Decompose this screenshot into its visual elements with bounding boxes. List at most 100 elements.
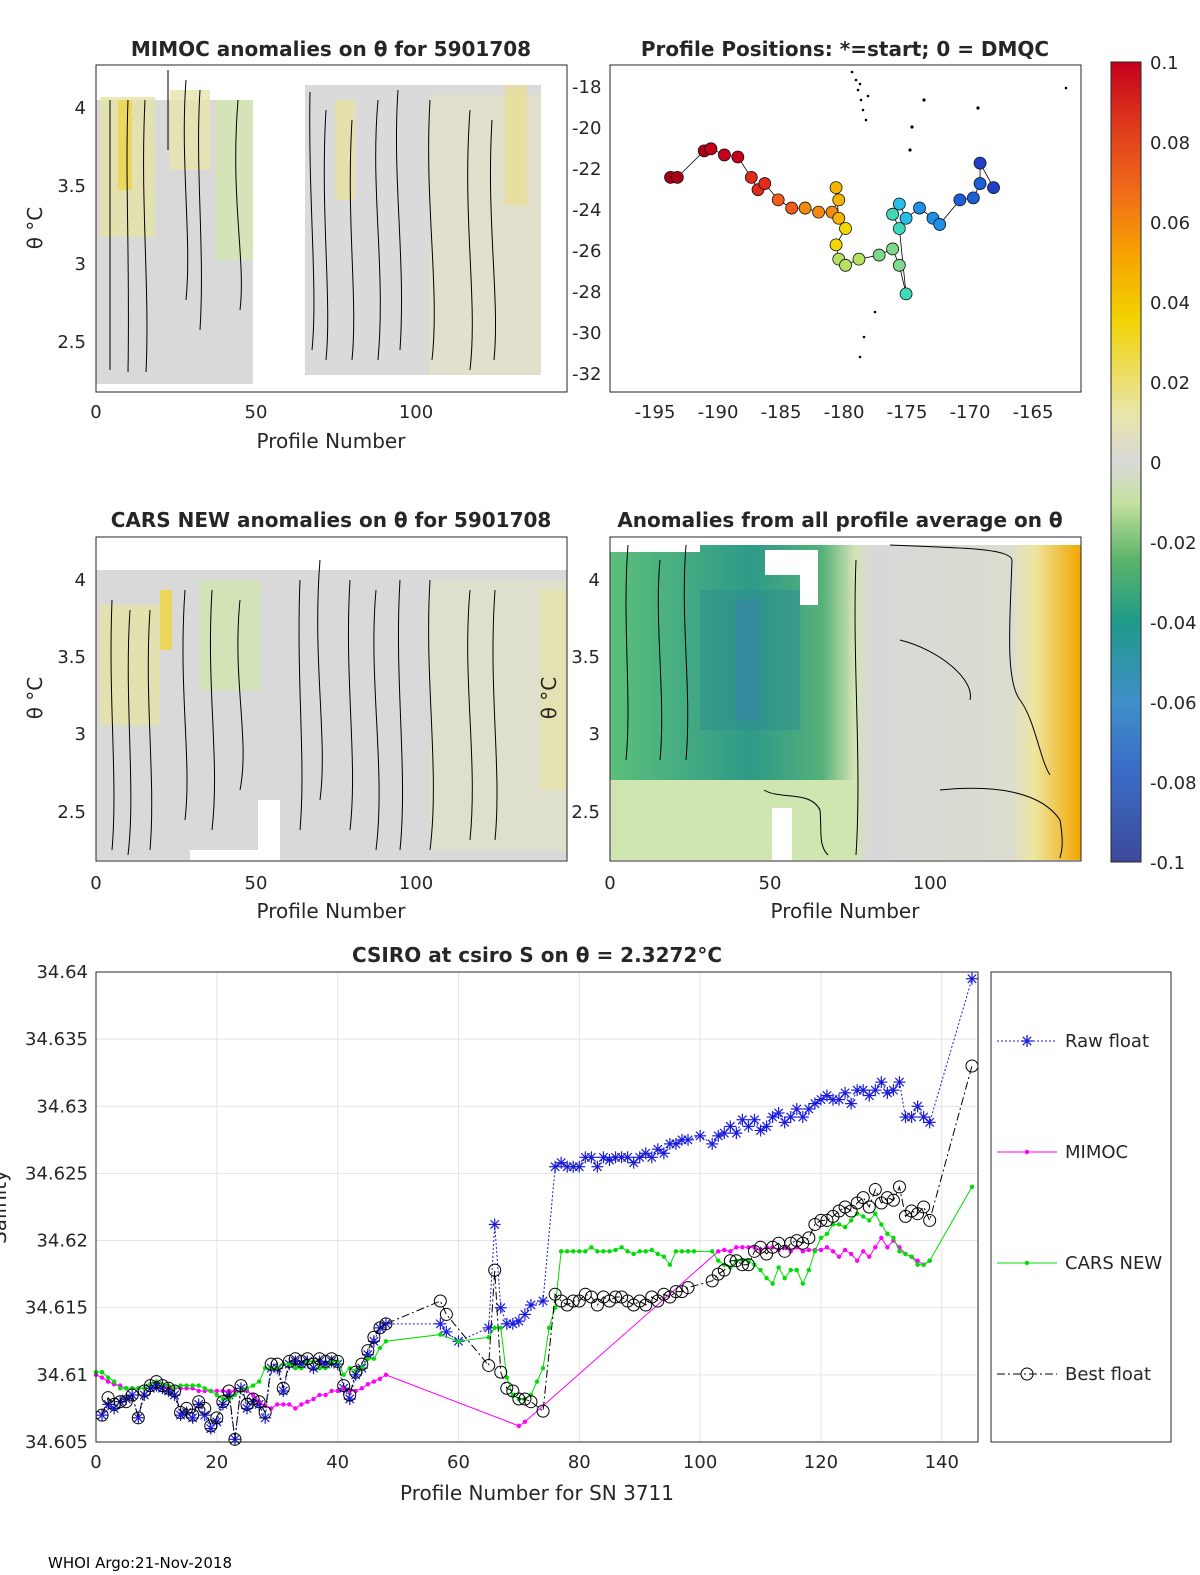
cars-new-point bbox=[625, 1249, 630, 1254]
salinity-xtick: 100 bbox=[683, 1452, 717, 1473]
allprof-field bbox=[610, 537, 1081, 860]
mimoc-point bbox=[305, 1399, 310, 1404]
allprof-ylabel: θ °C bbox=[537, 677, 561, 720]
cars-xtick: 0 bbox=[90, 873, 101, 894]
mimoc-panel: MIMOC anomalies on θ for 5901708 0 50 10… bbox=[23, 37, 568, 453]
mimoc-ylabel: θ °C bbox=[23, 207, 47, 250]
position-marker bbox=[933, 218, 947, 231]
cars-new-point bbox=[776, 1265, 781, 1270]
raw-float-point bbox=[790, 1102, 803, 1115]
cars-new-point bbox=[691, 1249, 697, 1254]
raw-float-point bbox=[911, 1100, 924, 1113]
colorbar-tick: -0.04 bbox=[1150, 613, 1197, 634]
cars-new-point bbox=[969, 1184, 975, 1190]
best-float-point bbox=[892, 1180, 906, 1194]
best-float-point bbox=[161, 1381, 175, 1395]
mimoc-point bbox=[522, 1419, 528, 1425]
best-float-point bbox=[717, 1263, 731, 1277]
cars-axes-box bbox=[95, 536, 568, 862]
best-float-point bbox=[500, 1381, 514, 1395]
mimoc-axes-box bbox=[95, 64, 568, 393]
mimoc-point bbox=[818, 1247, 824, 1253]
raw-float-point bbox=[537, 1295, 550, 1307]
best-float-point bbox=[246, 1392, 260, 1406]
raw-float-point bbox=[555, 1156, 568, 1169]
best-float-point bbox=[578, 1287, 592, 1301]
raw-float-point bbox=[494, 1301, 507, 1314]
cars-new-point bbox=[818, 1235, 824, 1241]
best-float-point bbox=[681, 1281, 695, 1295]
best-float-point bbox=[524, 1395, 538, 1409]
best-float-point bbox=[155, 1379, 169, 1393]
allprof-xlabel: Profile Number bbox=[771, 899, 921, 923]
raw-float-point bbox=[639, 1147, 652, 1160]
best-float-point bbox=[125, 1388, 139, 1402]
mimoc-title: MIMOC anomalies on θ for 5901708 bbox=[131, 37, 531, 61]
allprof-ytick: 2.5 bbox=[571, 802, 600, 823]
cars-new-point bbox=[667, 1262, 673, 1267]
raw-float-point bbox=[875, 1076, 888, 1089]
raw-float-point bbox=[549, 1160, 562, 1173]
mimoc-point bbox=[359, 1386, 365, 1391]
mimoc-point bbox=[861, 1249, 866, 1254]
mimoc-xtick: 50 bbox=[245, 402, 268, 423]
positions-title: Profile Positions: *=start; 0 = DMQC bbox=[641, 37, 1049, 61]
raw-float-point bbox=[766, 1111, 779, 1124]
legend-best-marker bbox=[1020, 1367, 1034, 1381]
raw-float-point bbox=[748, 1113, 761, 1126]
colorbar-bar bbox=[1110, 61, 1142, 863]
mimoc-point bbox=[800, 1249, 806, 1254]
cars-new-point bbox=[117, 1386, 123, 1391]
raw-float-point bbox=[682, 1133, 695, 1146]
best-float-point bbox=[186, 1408, 200, 1422]
position-marker bbox=[892, 197, 906, 211]
raw-float-point bbox=[440, 1325, 453, 1338]
salinity-xtick: 120 bbox=[804, 1452, 838, 1473]
cars-new-point bbox=[782, 1275, 787, 1281]
raw-float-point bbox=[760, 1120, 773, 1133]
best-float-point bbox=[790, 1234, 804, 1248]
positions-ytick: -26 bbox=[572, 241, 601, 262]
cars-new-point bbox=[540, 1365, 546, 1371]
colorbar: 0.1 0.08 0.06 0.04 0.02 0 -0.02 -0.04 -0… bbox=[1110, 53, 1197, 874]
colorbar-tick: 0.04 bbox=[1150, 293, 1190, 314]
mimoc-point bbox=[281, 1402, 286, 1407]
cars-ylabel: θ °C bbox=[23, 677, 47, 720]
best-float-point bbox=[294, 1354, 308, 1368]
mimoc-point bbox=[915, 1258, 920, 1263]
best-float-point bbox=[657, 1287, 671, 1301]
position-marker bbox=[852, 252, 866, 266]
cars-ticks: 0 50 100 2.5 3 3.5 4 bbox=[57, 570, 433, 894]
cars-new-point bbox=[208, 1388, 213, 1394]
raw-float-point bbox=[796, 1111, 809, 1124]
cars-new-point bbox=[927, 1258, 932, 1263]
best-float-point bbox=[886, 1193, 900, 1207]
salinity-ytick: 34.61 bbox=[36, 1365, 88, 1386]
raw-float-point bbox=[869, 1084, 882, 1097]
raw-float-point bbox=[633, 1151, 646, 1164]
best-float-point bbox=[880, 1191, 894, 1205]
raw-float-point bbox=[434, 1317, 447, 1330]
mimoc-point bbox=[873, 1245, 878, 1250]
salinity-ytick: 34.625 bbox=[25, 1163, 88, 1184]
cars-new-point bbox=[504, 1375, 509, 1380]
salinity-xlabel: Profile Number for SN 3711 bbox=[400, 1481, 674, 1505]
raw-float-point bbox=[887, 1084, 900, 1097]
legend-entry-raw-float: Raw float bbox=[997, 1031, 1149, 1052]
mimoc-point bbox=[196, 1388, 201, 1394]
mimoc-ytick: 2.5 bbox=[57, 332, 86, 353]
position-marker bbox=[839, 258, 852, 272]
position-marker bbox=[832, 211, 846, 225]
raw-float-point bbox=[573, 1160, 586, 1173]
colorbar-tick: 0.02 bbox=[1150, 373, 1190, 394]
position-marker bbox=[953, 193, 967, 207]
cars-new-point bbox=[202, 1386, 207, 1391]
mimoc-ticks: 0 50 100 2.5 3 3.5 4 bbox=[57, 98, 433, 423]
cars-new-point bbox=[655, 1251, 661, 1257]
cars-new-point bbox=[565, 1249, 570, 1254]
cars-new-point bbox=[716, 1258, 721, 1263]
best-float-point bbox=[905, 1204, 919, 1218]
position-marker bbox=[966, 191, 980, 205]
best-float-point bbox=[367, 1330, 381, 1344]
allprof-xtick: 100 bbox=[913, 873, 947, 894]
